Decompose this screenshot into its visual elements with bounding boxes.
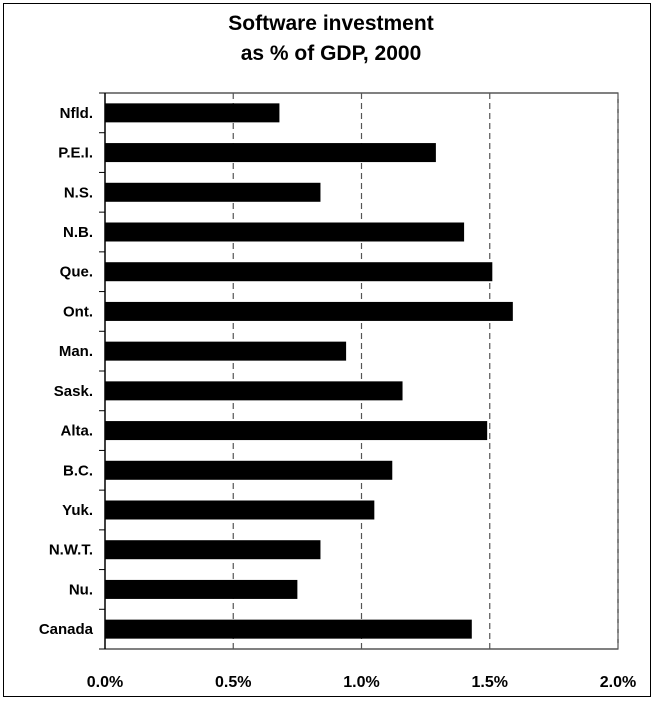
category-label: B.C. (63, 462, 93, 479)
bar (105, 341, 347, 361)
category-label: N.B. (63, 224, 93, 241)
bar (105, 540, 321, 560)
bar (105, 222, 465, 242)
category-label: Sask. (54, 383, 93, 400)
bar (105, 182, 321, 202)
x-tick-label: 2.0% (600, 674, 636, 691)
x-tick-label: 1.0% (343, 674, 379, 691)
x-tick-label: 0.5% (215, 674, 251, 691)
bar (105, 262, 493, 282)
bar (105, 381, 403, 401)
bar (105, 103, 280, 123)
category-label: Ont. (63, 303, 93, 320)
category-label: Nu. (69, 581, 93, 598)
chart-title: Software investment (228, 12, 434, 35)
bar (105, 579, 298, 599)
category-label: P.E.I. (58, 145, 93, 162)
bar (105, 500, 375, 520)
chart-subtitle: as % of GDP, 2000 (240, 42, 422, 65)
bar (105, 421, 488, 441)
bar (105, 143, 436, 163)
x-tick-label: 1.5% (472, 674, 508, 691)
bar (105, 301, 513, 321)
category-label: Que. (60, 264, 93, 281)
category-label: Man. (59, 343, 93, 360)
bar (105, 619, 472, 639)
category-label: N.S. (64, 184, 93, 201)
category-label: Alta. (60, 423, 93, 440)
category-label: Nfld. (60, 105, 93, 122)
category-label: Yuk. (62, 502, 93, 519)
category-label: Canada (39, 621, 94, 638)
bar (105, 460, 393, 480)
x-tick-label: 0.0% (87, 674, 123, 691)
category-label: N.W.T. (49, 542, 93, 559)
